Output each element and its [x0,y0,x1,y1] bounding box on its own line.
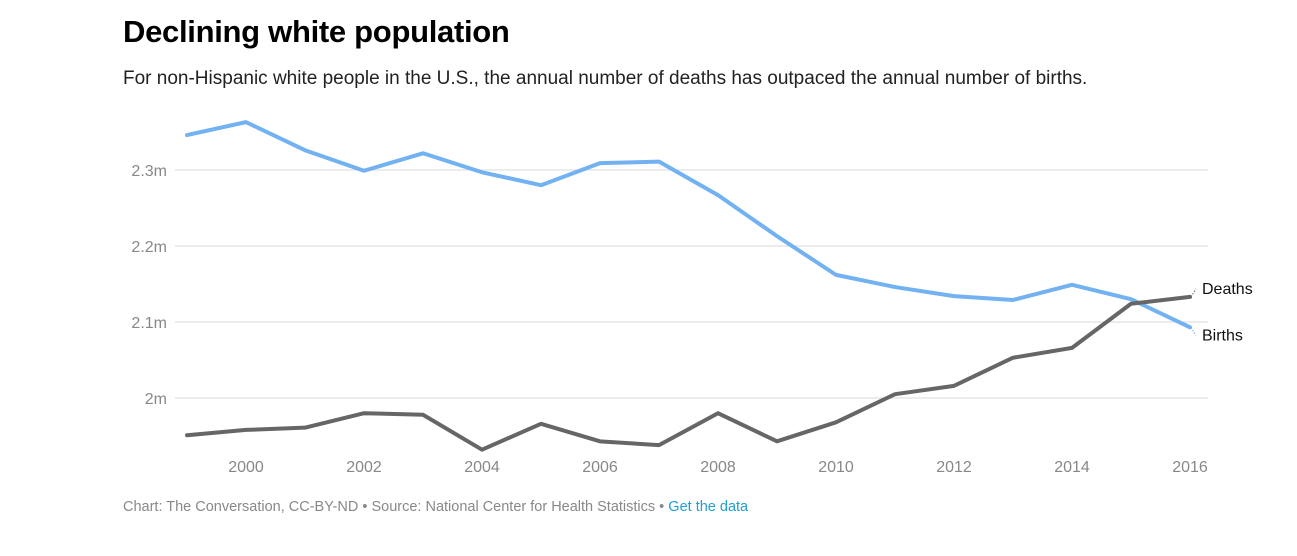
get-the-data-link[interactable]: Get the data [668,499,749,515]
x-tick-label: 2012 [936,459,972,476]
label-connector [1190,327,1197,336]
x-tick-label: 2016 [1172,459,1208,476]
series-line-deaths [185,294,1192,452]
series-labels: Births Deaths [1190,281,1253,344]
y-axis-ticks: 2m 2.1m 2.2m 2.3m [131,163,167,408]
source-note: Source: National Center for Health Stati… [371,499,656,515]
x-tick-label: 2002 [346,459,382,476]
x-tick-label: 2008 [700,459,736,476]
series-label-births: Births [1202,327,1243,344]
x-tick-label: 2014 [1054,459,1090,476]
gridlines [175,169,1208,399]
x-tick-label: 2006 [582,459,618,476]
x-tick-label: 2010 [818,459,854,476]
chart-title: Declining white population [123,14,510,49]
separator: • [655,499,669,515]
y-tick-label: 2.1m [131,315,167,332]
label-connector [1190,288,1197,298]
series-lines [185,120,1192,452]
series-label-deaths: Deaths [1202,281,1253,298]
chart-subtitle: For non-Hispanic white people in the U.S… [123,68,1088,89]
series-line-births [185,120,1192,330]
y-tick-label: 2.2m [131,239,167,256]
separator: • [358,499,372,515]
chart-footer: Chart: The Conversation, CC-BY-ND • Sour… [123,499,748,515]
x-axis-ticks: 2000 2002 2004 2006 2008 2010 2012 2014 2016 [228,459,1208,476]
x-tick-label: 2000 [228,459,264,476]
y-tick-label: 2m [145,391,167,408]
y-tick-label: 2.3m [131,163,167,180]
chart-credit: Chart: The Conversation, CC-BY-ND [123,499,359,515]
x-tick-label: 2004 [464,459,500,476]
